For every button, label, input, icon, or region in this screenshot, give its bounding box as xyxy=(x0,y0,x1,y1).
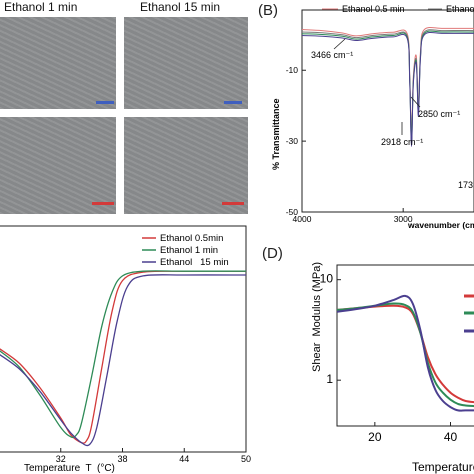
micrograph-1min-bottom xyxy=(0,117,116,214)
ftir-x-axis-label: wavenumber (cm xyxy=(407,220,474,230)
dsc-series-line-3 xyxy=(0,274,247,447)
ftir-plot-frame xyxy=(301,9,474,213)
dsc-x-tick-label-3: 44 xyxy=(179,454,189,464)
ftir-legend-label-1: Ethanol 0.5 min xyxy=(342,4,405,14)
panel-d-label: (D) xyxy=(262,245,283,262)
modulus-x-tick-label-1: 20 xyxy=(368,430,382,444)
ftir-x-tick-label-2: 3000 xyxy=(394,214,413,224)
dsc-x-tick-label-4: 50 xyxy=(241,454,251,464)
modulus-plot-frame xyxy=(336,264,474,427)
panel-b-label: (B) xyxy=(258,2,278,19)
modulus-series-line-3 xyxy=(336,294,474,412)
ftir-y-tick-label-2: -30 xyxy=(286,136,299,146)
dsc-series-line-1 xyxy=(0,270,247,444)
micrograph-label-15min: Ethanol 15 min xyxy=(140,0,221,14)
ftir-annotation-173: 173 xyxy=(458,180,473,190)
dsc-legend-label-2: Ethanol 1 min xyxy=(160,245,218,256)
modulus-x-tick-label-2: 40 xyxy=(444,430,458,444)
ftir-y-axis-label: % Transmittance xyxy=(271,98,281,170)
dsc-legend-label-1: Ethanol 0.5min xyxy=(160,233,223,244)
ftir-x-tick-label-1: 4000 xyxy=(293,214,312,224)
scale-bar-blue-1 xyxy=(96,101,114,104)
scale-bar-blue-2 xyxy=(224,101,242,104)
micrograph-label-1min: Ethanol 1 min xyxy=(4,0,78,14)
modulus-y-tick-label-1: 10 xyxy=(320,272,334,286)
modulus-x-axis-label: Temperature xyxy=(412,460,474,474)
dsc-x-axis-label: Temperature T (°C) xyxy=(24,463,115,474)
micrograph-1min-top xyxy=(0,17,116,109)
ftir-annotation-3466: 3466 cm⁻¹ xyxy=(311,50,353,60)
ftir-annotation-2850: 2850 cm⁻¹ xyxy=(418,109,460,119)
ftir-y-tick-label-3: -50 xyxy=(286,207,299,217)
micrograph-15min-bottom xyxy=(124,117,248,214)
modulus-y-axis-label: Shear Modulus (MPa) xyxy=(311,262,323,372)
ftir-annotation-2918: 2918 cm⁻¹ xyxy=(381,137,423,147)
modulus-series-line-1 xyxy=(336,304,474,404)
ftir-legend-label-2: Ethanol xyxy=(446,4,474,14)
dsc-legend-label-3: Ethanol 15 min xyxy=(160,257,229,268)
dsc-x-tick-label-2: 38 xyxy=(117,454,127,464)
modulus-y-tick-label-2: 1 xyxy=(326,372,333,386)
ftir-y-tick-label-1: -10 xyxy=(286,65,299,75)
dsc-series-line-2 xyxy=(0,270,246,439)
micrograph-15min-top xyxy=(124,17,248,109)
ftir-chart: Ethanol 0.5 min Ethanol % Transmittance … xyxy=(271,4,474,230)
dsc-x-tick-label-1: 32 xyxy=(56,454,66,464)
ftir-series-line-4 xyxy=(301,31,474,147)
modulus-series-line-2 xyxy=(336,302,474,408)
scale-bar-red-1 xyxy=(92,202,114,205)
scale-bar-red-2 xyxy=(222,202,244,205)
